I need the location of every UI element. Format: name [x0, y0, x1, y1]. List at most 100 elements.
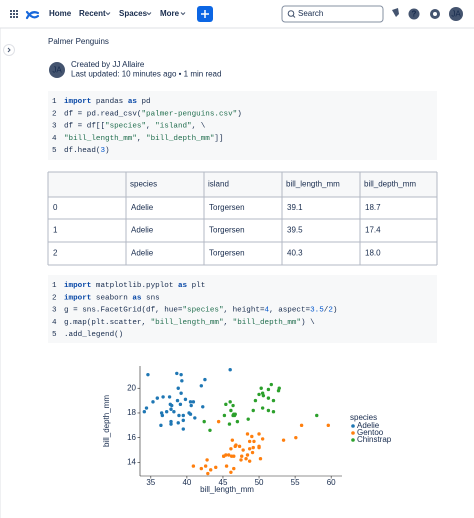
point	[251, 445, 255, 450]
point	[257, 444, 261, 449]
point	[228, 368, 232, 372]
point	[237, 444, 242, 449]
x-tick-label: 50	[255, 478, 264, 487]
point	[181, 418, 185, 423]
sidebar-toggle[interactable]	[3, 44, 15, 56]
point	[164, 410, 169, 414]
code: 1 import pandas as pd 2 df = pd.read_csv("p…	[52, 98, 337, 339]
app-switcher[interactable]	[10, 10, 18, 18]
help-glyph: ?	[412, 10, 417, 19]
table-cell: 2	[53, 249, 58, 258]
point	[169, 407, 173, 411]
table-cell: 17.4	[365, 226, 381, 235]
legend-swatch	[351, 438, 355, 442]
code-line: import matplotlib.pyplot as plt	[64, 282, 205, 290]
point	[181, 413, 185, 418]
code-block	[48, 91, 437, 160]
point	[245, 453, 250, 457]
y-axis-label: bill_depth_mm	[102, 395, 111, 447]
nav-recent[interactable]: Recent	[79, 9, 106, 18]
point	[214, 465, 218, 470]
point	[294, 435, 298, 440]
point	[199, 384, 204, 388]
user-avatar[interactable]	[449, 7, 463, 21]
point	[172, 410, 176, 414]
point	[261, 393, 266, 398]
line-number: 2	[52, 294, 57, 302]
code-line: df.head(3)	[64, 147, 110, 155]
legend-label: Adelie	[357, 421, 380, 430]
legend-swatch	[351, 431, 355, 435]
point	[178, 402, 183, 407]
point	[146, 372, 150, 377]
point	[176, 386, 180, 390]
table-cell: 0	[53, 203, 58, 212]
line-number: 1	[52, 282, 57, 290]
code-line: g = sns.FacetGrid(df, hue="species", hei…	[64, 307, 337, 315]
point	[246, 417, 250, 421]
author-avatar[interactable]	[49, 62, 65, 78]
point	[235, 419, 240, 424]
point	[250, 450, 255, 455]
y-tick-label: 20	[127, 383, 136, 392]
table: species island bill_length_mm bill_depth_mm…	[47, 171, 438, 266]
point	[230, 438, 235, 442]
page-title: Palmer Penguins	[48, 37, 109, 46]
notifications-icon[interactable]	[392, 8, 399, 17]
table-cell: 18.0	[365, 249, 381, 258]
point	[245, 432, 250, 436]
search-placeholder[interactable]: Search	[298, 9, 323, 18]
point	[266, 387, 271, 392]
chevron	[180, 12, 186, 16]
point	[202, 419, 206, 424]
point	[183, 397, 188, 402]
point	[209, 468, 213, 472]
point	[205, 458, 209, 462]
table-cell: Torgersen	[209, 249, 245, 258]
logo[interactable]	[25, 10, 40, 20]
point	[189, 403, 193, 408]
search-icon	[287, 10, 295, 17]
line-number: 2	[52, 110, 57, 118]
x-tick-label: 60	[327, 478, 336, 487]
point	[229, 470, 233, 474]
point	[244, 456, 248, 461]
point	[191, 400, 196, 404]
nav-home[interactable]: Home	[49, 9, 72, 18]
point	[241, 448, 245, 452]
point	[216, 419, 221, 424]
point	[191, 464, 196, 468]
point	[271, 398, 276, 403]
y-tick-label: 18	[127, 408, 136, 417]
column-header: species	[130, 180, 157, 189]
search-box[interactable]	[281, 5, 384, 23]
table-cell: 1	[53, 226, 58, 235]
help-icon[interactable]	[408, 8, 420, 20]
line-number: 4	[52, 319, 57, 327]
nav-spaces[interactable]: Spaces	[119, 9, 148, 18]
point	[315, 413, 319, 418]
line-number: 3	[52, 307, 57, 315]
point	[176, 421, 180, 425]
x-tick-label: 35	[146, 478, 155, 487]
legend-label: Gentoo	[357, 428, 384, 437]
table-header-bg	[48, 172, 437, 197]
point	[231, 403, 235, 408]
table-cell: 40.3	[287, 249, 303, 258]
nav-more[interactable]: More	[160, 9, 180, 18]
point	[206, 471, 210, 476]
point	[227, 422, 232, 426]
point	[277, 386, 281, 390]
point	[251, 408, 255, 413]
point	[269, 382, 273, 387]
code-line: .add_legend()	[64, 331, 123, 339]
line-number: 5	[52, 147, 57, 155]
point	[240, 454, 244, 458]
point	[155, 396, 160, 400]
column-header: bill_depth_mm	[364, 180, 416, 189]
legend-label: Chinstrap	[357, 435, 392, 444]
point	[222, 413, 227, 418]
point	[188, 400, 193, 404]
byline: Created by JJ Allaire	[71, 60, 145, 69]
table-cell: 39.1	[287, 203, 303, 212]
